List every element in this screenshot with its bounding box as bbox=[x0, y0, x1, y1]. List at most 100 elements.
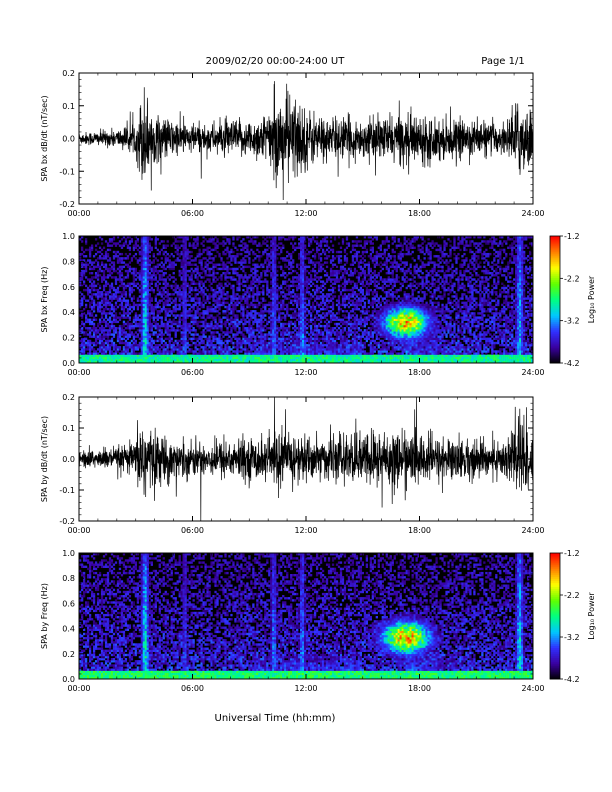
spectrogram-cell bbox=[248, 265, 251, 269]
spectrogram-cell bbox=[192, 238, 195, 241]
spectrogram-cell bbox=[302, 238, 305, 241]
spectrogram-cell bbox=[180, 337, 183, 341]
spectrogram-cell bbox=[178, 322, 181, 326]
spectrogram-cell bbox=[311, 348, 315, 351]
spectrogram-cell bbox=[302, 261, 305, 264]
spectrogram-cell bbox=[309, 261, 313, 264]
spectrogram-cell bbox=[238, 341, 241, 345]
spectrogram-cell bbox=[266, 322, 269, 326]
spectrogram-cell bbox=[79, 274, 82, 277]
spectrogram-cell bbox=[170, 261, 173, 264]
spectrogram-cell bbox=[244, 329, 247, 332]
spectrogram-cell bbox=[79, 358, 82, 362]
spectrogram-cell bbox=[210, 316, 213, 319]
spectrogram-cell bbox=[154, 320, 157, 324]
spectrogram-cell bbox=[190, 263, 193, 266]
spectrogram-cell bbox=[202, 240, 205, 243]
spectrogram-cell bbox=[200, 337, 203, 341]
spectrogram-cell bbox=[202, 354, 205, 357]
spectrogram-cell bbox=[272, 333, 275, 336]
spectrogram-cell bbox=[226, 246, 229, 249]
spectrogram-cell bbox=[264, 305, 267, 309]
spectrogram-cell bbox=[290, 341, 293, 345]
spectrogram-cell bbox=[136, 238, 140, 241]
spectrogram-cell bbox=[134, 354, 138, 357]
spectrogram-cell bbox=[160, 356, 163, 360]
spectrogram-cell bbox=[178, 358, 181, 362]
spectrogram-cell bbox=[190, 358, 193, 362]
spectrogram-cell bbox=[146, 286, 149, 290]
spectrogram-cell bbox=[262, 352, 265, 355]
spectrogram-cell bbox=[206, 356, 209, 360]
spectrogram-cell bbox=[106, 329, 110, 332]
spectrogram-cell bbox=[236, 348, 239, 351]
spectrogram-cell bbox=[268, 358, 271, 362]
spectrogram-cell bbox=[224, 356, 227, 360]
spectrogram-cell bbox=[296, 352, 299, 355]
spectrogram-cell bbox=[118, 269, 122, 273]
spectrogram-cell bbox=[321, 288, 325, 292]
spectrogram-cell bbox=[230, 301, 233, 305]
spectrogram-cell bbox=[144, 303, 147, 307]
spectrogram-cell bbox=[292, 352, 295, 355]
spectrogram-cell bbox=[96, 352, 100, 355]
spectrogram-cell bbox=[180, 341, 183, 345]
spectrogram-cell bbox=[174, 354, 177, 357]
spectrogram-cell bbox=[244, 271, 247, 275]
spectrogram-cell bbox=[190, 288, 193, 292]
spectrogram-cell bbox=[226, 337, 229, 341]
spectrogram-cell bbox=[317, 248, 321, 252]
spectrogram-cell bbox=[80, 352, 84, 355]
spectrogram-cell bbox=[309, 335, 313, 338]
spectrogram-cell bbox=[238, 350, 241, 353]
spectrogram-cell bbox=[130, 358, 134, 362]
spectrogram-cell bbox=[80, 322, 84, 326]
spectrogram-cell bbox=[182, 329, 185, 332]
spectrogram-cell bbox=[270, 297, 273, 300]
spectrogram-cell bbox=[192, 242, 195, 245]
spectrogram-cell bbox=[210, 341, 213, 345]
spectrogram-cell bbox=[114, 346, 118, 349]
spectrogram-cell bbox=[206, 259, 209, 262]
spectrogram-cell bbox=[134, 257, 138, 260]
spectrogram-cell bbox=[280, 236, 283, 239]
spectrogram-cell bbox=[294, 358, 297, 362]
spectrogram-cell bbox=[302, 327, 305, 330]
spectrogram-cell bbox=[242, 358, 245, 362]
spectrogram-cell bbox=[142, 343, 146, 347]
spectrogram-cell bbox=[284, 295, 287, 298]
spectrogram-cell bbox=[313, 322, 317, 326]
spectrogram-cell bbox=[84, 255, 88, 258]
spectrogram-cell bbox=[250, 274, 253, 277]
spectrogram-cell bbox=[176, 339, 179, 343]
spectrogram-cell bbox=[240, 360, 243, 364]
spectrogram-cell bbox=[302, 322, 305, 326]
spectrogram-cell bbox=[178, 291, 181, 294]
spectrogram-cell bbox=[300, 242, 303, 245]
spectrogram-cell bbox=[317, 339, 321, 343]
spectrogram-cell bbox=[110, 307, 114, 311]
spectrogram-cell bbox=[112, 358, 116, 362]
spectrogram-cell bbox=[270, 252, 273, 256]
spectrogram-cell bbox=[246, 354, 249, 357]
spectrogram-cell bbox=[202, 346, 205, 349]
spectrogram-cell bbox=[306, 288, 309, 292]
spectrogram-cell bbox=[190, 267, 193, 271]
spectrogram-cell bbox=[274, 360, 277, 364]
spectrogram-cell bbox=[236, 316, 239, 319]
spectrogram-cell bbox=[272, 337, 275, 341]
spectrogram-cell bbox=[162, 305, 165, 309]
spectrogram-cell bbox=[220, 284, 223, 288]
spectrogram-cell bbox=[126, 348, 130, 351]
spectrogram-cell bbox=[126, 341, 130, 345]
spectrogram-cell bbox=[282, 291, 285, 294]
spectrogram-cell bbox=[208, 240, 211, 243]
spectrogram-cell bbox=[296, 358, 299, 362]
spectrogram-cell bbox=[280, 248, 283, 252]
spectrogram-cell bbox=[108, 350, 112, 353]
spectrogram-cell bbox=[210, 307, 213, 311]
spectrogram-cell bbox=[140, 248, 144, 252]
spectrogram-cell bbox=[186, 303, 189, 307]
spectrogram-cell bbox=[200, 291, 203, 294]
spectrogram-cell bbox=[188, 307, 191, 311]
